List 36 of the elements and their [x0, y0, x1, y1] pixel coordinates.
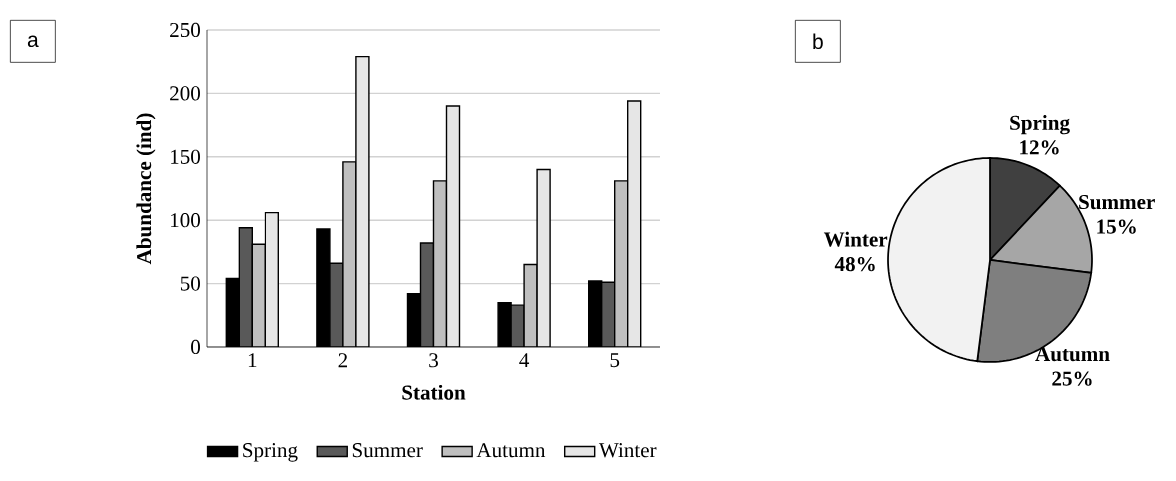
slice-label: Spring	[1010, 115, 1070, 135]
data-label: 25%	[1052, 371, 1092, 386]
x-tick-label: 2	[338, 353, 347, 368]
legend-label: Summer	[352, 443, 423, 458]
text: b	[813, 33, 823, 50]
bar	[238, 227, 254, 347]
data-label: 12%	[1020, 140, 1059, 155]
text: a	[27, 35, 39, 48]
x-tick-label: 4	[519, 353, 530, 368]
bar	[600, 281, 616, 347]
slice-label: Autumn	[1035, 346, 1110, 362]
legend-label: Winter	[598, 443, 657, 458]
bar	[264, 211, 280, 347]
bar	[445, 105, 461, 347]
legend-label: Autumn	[476, 443, 546, 458]
slice-label: Winter	[823, 231, 888, 247]
y-axis-title: Abundance (ind)	[136, 113, 156, 265]
legend-label: Spring	[243, 443, 298, 462]
slice-label: Summer	[1079, 194, 1155, 210]
y-tick-label: 250	[170, 22, 200, 38]
x-tick-label: 3	[429, 353, 438, 368]
y-tick-label: 200	[170, 86, 200, 101]
y-tick-label: 0	[191, 339, 200, 355]
bar	[626, 100, 642, 347]
x-tick-label: 5	[610, 353, 620, 368]
bar	[419, 242, 435, 347]
y-tick-label: 100	[171, 213, 200, 228]
bar	[432, 180, 448, 347]
bar	[613, 180, 629, 347]
y-tick-label: 150	[171, 149, 200, 164]
bar	[251, 243, 267, 347]
data-label: 15%	[1097, 219, 1136, 234]
y-tick-label: 50	[180, 276, 200, 291]
data-label: 48%	[834, 256, 875, 272]
x-axis-title: Station	[402, 384, 466, 400]
x-tick-label: 1	[248, 353, 257, 368]
